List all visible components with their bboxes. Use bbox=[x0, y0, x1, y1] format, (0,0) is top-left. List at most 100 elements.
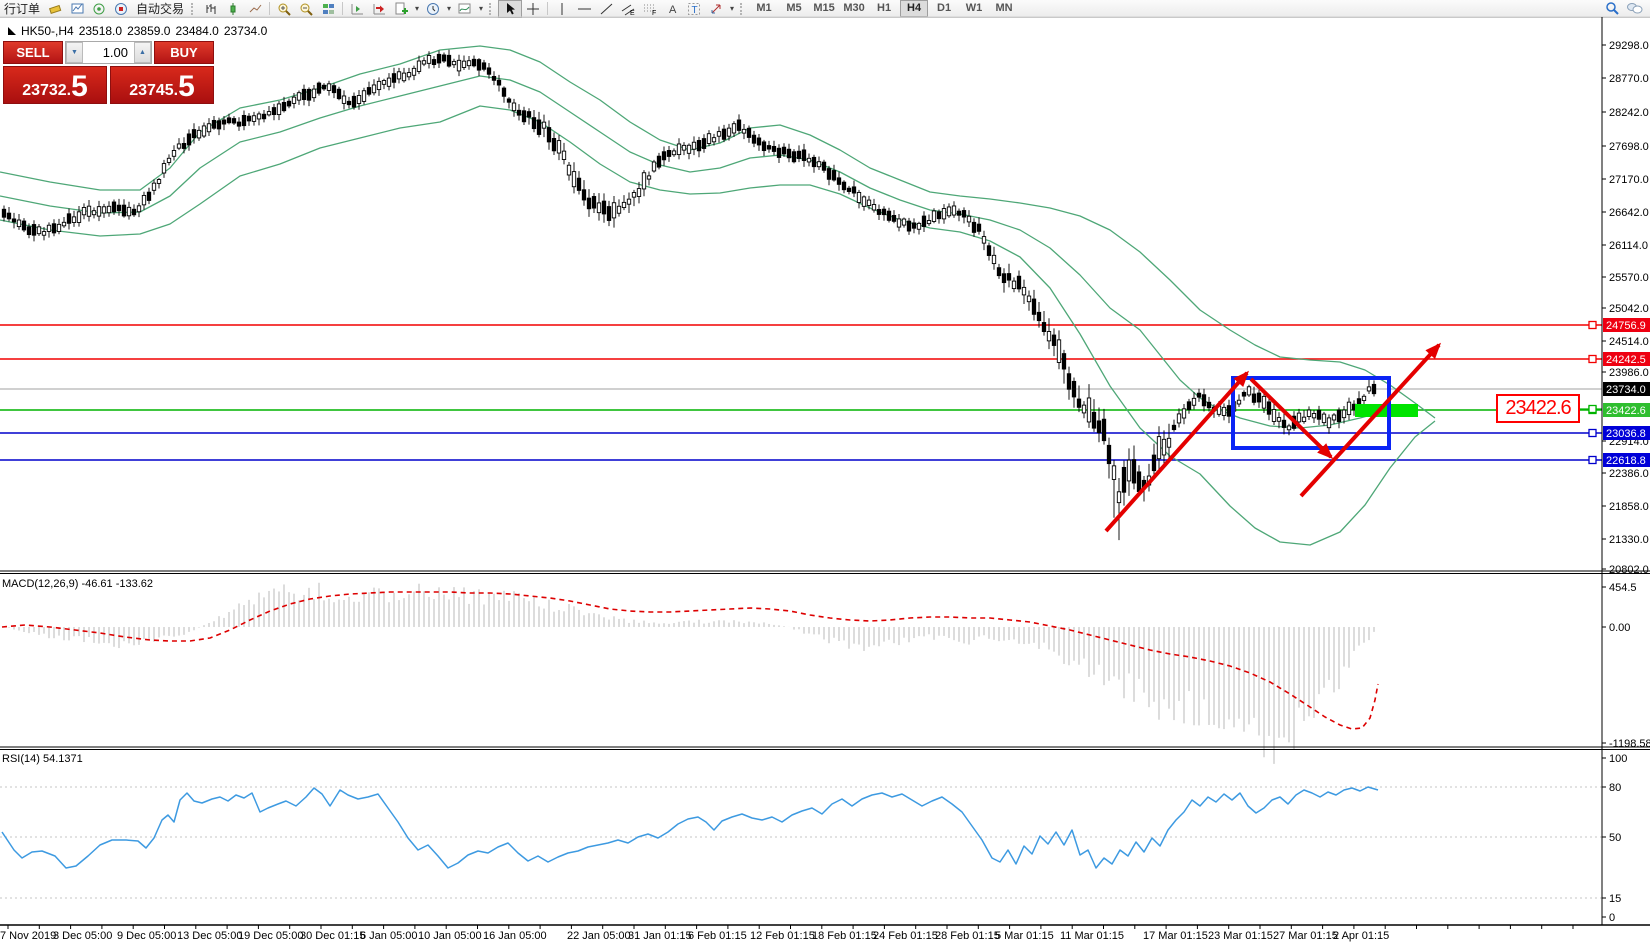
autotrading-label[interactable]: 自动交易 bbox=[136, 2, 185, 16]
price-level-lines[interactable] bbox=[0, 320, 1602, 465]
order-button[interactable]: 行订单 bbox=[4, 2, 41, 16]
annotations[interactable] bbox=[1104, 342, 1602, 533]
tile-windows-icon[interactable] bbox=[317, 1, 339, 17]
volume-down-button[interactable]: ▼ bbox=[66, 42, 83, 63]
arrows-tool-dropdown[interactable]: ▾ bbox=[730, 4, 735, 13]
date-axis-label: 5 Mar 01:15 bbox=[995, 930, 1054, 942]
bar-chart-icon[interactable] bbox=[200, 1, 222, 17]
price-axis[interactable]: 29298.0 28770.0 28242.0 27698.0 27170.0 26642… bbox=[1602, 40, 1650, 924]
search-icon[interactable] bbox=[1602, 1, 1624, 17]
indicators-dropdown[interactable]: ▾ bbox=[479, 4, 484, 13]
new-order-dropdown[interactable]: ▾ bbox=[415, 4, 420, 13]
period-dropdown[interactable]: ▾ bbox=[447, 4, 452, 13]
toolbar-grip bbox=[740, 2, 746, 15]
macd-indicator-label: MACD(12,26,9) -46.61 -133.62 bbox=[2, 578, 154, 590]
date-axis-label: 6 Jan 05:00 bbox=[360, 930, 418, 942]
macd-histogram bbox=[3, 582, 1375, 764]
rsi-axis-label: 0 bbox=[1609, 912, 1615, 924]
chart-header: HK50-,H4 23518.0 23859.0 23484.0 23734.0 bbox=[8, 24, 267, 38]
fibonacci-icon[interactable]: F bbox=[639, 1, 661, 17]
tab-timeframe-m30[interactable]: M30 bbox=[843, 2, 865, 14]
indicators-icon[interactable] bbox=[454, 1, 476, 17]
rsi-gridlines bbox=[0, 786, 1602, 899]
price-level-label: 23422.6 bbox=[1606, 405, 1646, 417]
price-level-label: 24242.5 bbox=[1606, 354, 1646, 366]
date-axis-label: 9 Dec 05:00 bbox=[117, 930, 176, 942]
tab-timeframe-mn[interactable]: MN bbox=[995, 2, 1013, 14]
price-axis-label: 23986.0 bbox=[1609, 367, 1649, 379]
chart-shift-icon[interactable] bbox=[346, 1, 368, 17]
volume-value[interactable]: 1.00 bbox=[102, 45, 128, 60]
low-value: 23484.0 bbox=[175, 24, 219, 38]
date-axis-label: 2 Apr 01:15 bbox=[1333, 930, 1389, 942]
symbol-period-label: HK50-,H4 bbox=[21, 24, 74, 38]
eraser-icon[interactable] bbox=[44, 1, 66, 17]
price-axis-label: 21858.0 bbox=[1609, 501, 1649, 513]
macd-signal-line bbox=[1, 591, 1379, 730]
tab-timeframe-m15[interactable]: M15 bbox=[813, 2, 835, 14]
buy-price[interactable]: 23745. 5 bbox=[110, 66, 214, 104]
channel-icon[interactable]: E bbox=[617, 1, 639, 17]
svg-text:E: E bbox=[630, 10, 635, 16]
date-axis-label: 18 Feb 01:15 bbox=[812, 930, 877, 942]
chart-window-icon[interactable] bbox=[66, 1, 88, 17]
tab-timeframe-d1[interactable]: D1 bbox=[937, 2, 952, 14]
arrows-tool-icon[interactable] bbox=[705, 1, 727, 17]
green-highlight-bar bbox=[1355, 404, 1418, 417]
price-axis-label: 28242.0 bbox=[1609, 107, 1649, 119]
sell-button[interactable]: SELL bbox=[3, 41, 63, 64]
text-label-icon[interactable]: T bbox=[683, 1, 705, 17]
buy-button[interactable]: BUY bbox=[154, 41, 214, 64]
clock-icon[interactable] bbox=[422, 1, 444, 17]
price-axis-label: 26114.0 bbox=[1609, 240, 1648, 252]
crosshair-icon[interactable] bbox=[522, 1, 544, 17]
price-level-label: 23036.8 bbox=[1606, 428, 1646, 440]
new-order-icon[interactable] bbox=[390, 1, 412, 17]
macd-axis-label: 454.5 bbox=[1609, 582, 1637, 594]
toolbar-separator bbox=[269, 2, 271, 15]
vertical-line-icon[interactable] bbox=[551, 1, 573, 17]
text-icon[interactable]: A bbox=[661, 1, 683, 17]
macd-axis-label: 0.00 bbox=[1609, 622, 1630, 634]
zoom-out-icon[interactable] bbox=[295, 1, 317, 17]
volume-up-button[interactable]: ▲ bbox=[134, 42, 151, 63]
price-flag-label[interactable]: 23422.6 bbox=[1496, 394, 1580, 423]
date-axis-label: 17 Mar 01:15 bbox=[1143, 930, 1208, 942]
price-level-label: 24756.9 bbox=[1606, 320, 1646, 332]
date-axis-label: 19 Dec 05:00 bbox=[238, 930, 303, 942]
trendline-icon[interactable] bbox=[595, 1, 617, 17]
sell-price[interactable]: 23732. 5 bbox=[3, 66, 107, 104]
one-click-trading-panel: SELL ▼ 1.00 ▲ BUY 23732. 5 23745. 5 bbox=[3, 41, 214, 104]
broadcast-icon[interactable] bbox=[88, 1, 110, 17]
consolidation-box bbox=[1231, 376, 1391, 450]
tab-timeframe-h1[interactable]: H1 bbox=[877, 2, 892, 14]
horizontal-line-icon[interactable] bbox=[573, 1, 595, 17]
autotrading-icon[interactable] bbox=[110, 1, 132, 17]
zoom-in-icon[interactable] bbox=[273, 1, 295, 17]
price-axis-label: 27170.0 bbox=[1609, 174, 1649, 186]
open-value: 23518.0 bbox=[78, 24, 123, 38]
trend-arrow bbox=[1249, 377, 1334, 460]
rsi-axis-label: 15 bbox=[1609, 893, 1621, 905]
svg-text:A: A bbox=[669, 4, 677, 16]
tab-timeframe-w1[interactable]: W1 bbox=[965, 2, 983, 14]
date-axis-label: 22 Jan 05:00 bbox=[567, 930, 631, 942]
buy-price-main: 23745. bbox=[129, 82, 179, 99]
tab-timeframe-m1[interactable]: M1 bbox=[756, 2, 772, 14]
price-axis-label: 21330.0 bbox=[1609, 534, 1649, 546]
chat-icon[interactable] bbox=[1624, 1, 1646, 17]
macd-axis-label: -1198.58 bbox=[1609, 738, 1650, 750]
date-axis-label: 23 Mar 01:15 bbox=[1208, 930, 1273, 942]
date-axis-label: 12 Feb 01:15 bbox=[750, 930, 815, 942]
tab-timeframe-m5[interactable]: M5 bbox=[786, 2, 802, 14]
candlestick-chart-icon[interactable] bbox=[222, 1, 244, 17]
date-axis-label: 3 Dec 05:00 bbox=[53, 930, 112, 942]
date-axis-label: 28 Feb 01:15 bbox=[935, 930, 1000, 942]
buy-price-big-digit: 5 bbox=[178, 70, 195, 103]
price-axis-label: 26642.0 bbox=[1609, 207, 1649, 219]
line-chart-icon[interactable] bbox=[244, 1, 266, 17]
auto-scroll-icon[interactable] bbox=[368, 1, 390, 17]
